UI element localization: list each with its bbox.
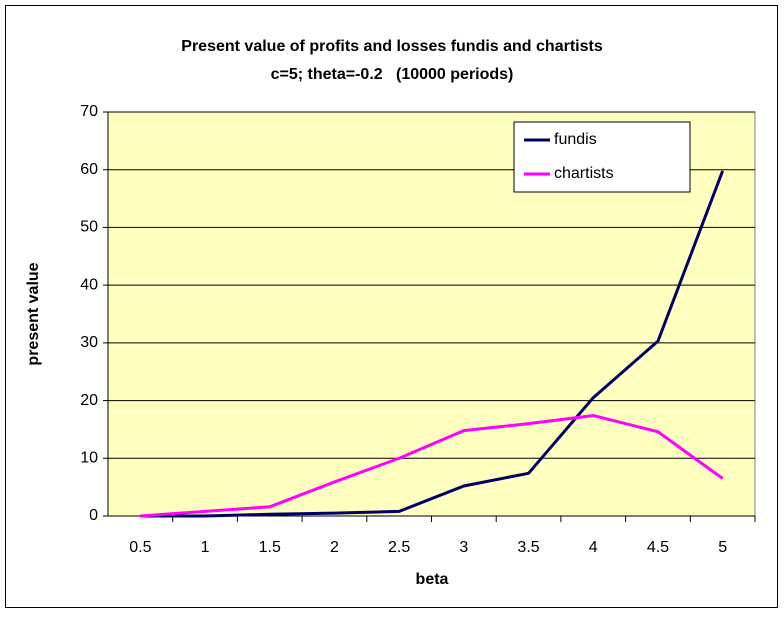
x-tick-label: 4.5 bbox=[647, 539, 669, 556]
y-tick-label: 40 bbox=[80, 276, 98, 293]
y-tick-label: 10 bbox=[80, 450, 98, 467]
x-axis-label: beta bbox=[416, 571, 449, 588]
y-tick-label: 30 bbox=[80, 334, 98, 351]
y-tick-label: 70 bbox=[80, 103, 98, 120]
series-line bbox=[140, 170, 725, 518]
x-tick-label: 2.5 bbox=[388, 539, 410, 556]
legend-label: fundis bbox=[554, 131, 597, 148]
y-axis-label: present value bbox=[25, 262, 42, 365]
x-tick-label: 5 bbox=[718, 539, 727, 556]
legend-label: chartists bbox=[554, 165, 614, 182]
x-tick-label: 1 bbox=[201, 539, 210, 556]
chart-subtitle: c=5; theta=-0.2 (10000 periods) bbox=[271, 66, 514, 83]
x-tick-label: 1.5 bbox=[259, 539, 281, 556]
x-tick-label: 3 bbox=[459, 539, 468, 556]
y-tick-label: 60 bbox=[80, 161, 98, 178]
y-tick-label: 20 bbox=[80, 392, 98, 409]
y-tick-label: 50 bbox=[80, 219, 98, 236]
series-line bbox=[140, 414, 724, 518]
y-tick-label: 0 bbox=[89, 507, 98, 524]
x-tick-label: 2 bbox=[330, 539, 339, 556]
x-tick-label: 0.5 bbox=[129, 539, 151, 556]
x-tick-label: 4 bbox=[589, 539, 598, 556]
legend-box bbox=[513, 121, 691, 193]
chart-title: Present value of profits and losses fund… bbox=[181, 38, 603, 55]
x-tick-label: 3.5 bbox=[517, 539, 539, 556]
